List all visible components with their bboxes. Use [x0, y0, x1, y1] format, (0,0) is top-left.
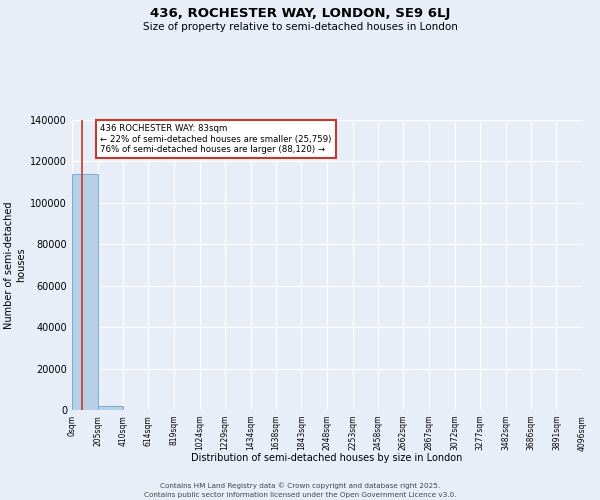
Text: 436 ROCHESTER WAY: 83sqm
← 22% of semi-detached houses are smaller (25,759)
76% : 436 ROCHESTER WAY: 83sqm ← 22% of semi-d…	[100, 124, 331, 154]
Text: Size of property relative to semi-detached houses in London: Size of property relative to semi-detach…	[143, 22, 457, 32]
Text: 436, ROCHESTER WAY, LONDON, SE9 6LJ: 436, ROCHESTER WAY, LONDON, SE9 6LJ	[150, 8, 450, 20]
Text: Contains HM Land Registry data © Crown copyright and database right 2025.
Contai: Contains HM Land Registry data © Crown c…	[144, 482, 456, 498]
Y-axis label: Number of semi-detached
houses: Number of semi-detached houses	[4, 201, 26, 329]
X-axis label: Distribution of semi-detached houses by size in London: Distribution of semi-detached houses by …	[191, 454, 463, 464]
Bar	[72, 174, 98, 410]
Bar	[98, 406, 123, 410]
